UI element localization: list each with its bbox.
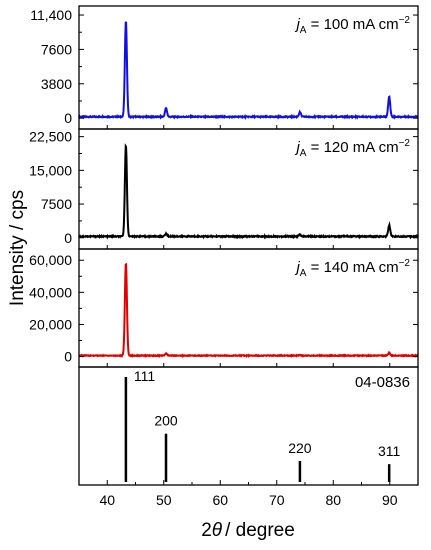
reference-card-label: 04-0836: [355, 374, 410, 391]
hkl-label: 111: [134, 368, 155, 384]
y-tick-label: 20,000: [29, 316, 72, 332]
y-tick-label: 0: [64, 230, 72, 246]
panel-2: 0 7500 15,000 22,500 jA = 120 mA cm−2: [29, 128, 419, 250]
x-tick-label: 90: [382, 492, 398, 508]
y-tick-label: 40,000: [29, 284, 72, 300]
series-line: [78, 21, 419, 120]
x-tick-label: 50: [156, 492, 172, 508]
y-tick-label: 11,400: [30, 7, 72, 23]
y-tick-label: 0: [64, 110, 72, 126]
y-tick-label: 3800: [41, 76, 72, 92]
y-tick-label: 22,500: [29, 129, 72, 145]
hkl-label: 220: [288, 440, 312, 456]
panel-label: jA = 120 mA cm−2: [294, 138, 410, 159]
panel-frame: [78, 366, 419, 486]
x-tick-label: 40: [99, 492, 115, 508]
x-axis-label: 2θ / degree: [201, 520, 295, 541]
panel-label: jA = 100 mA cm−2: [294, 15, 410, 36]
hkl-label: 200: [154, 413, 178, 429]
hkl-label: 311: [378, 443, 401, 459]
series-line: [78, 262, 419, 359]
panel-3: 0 20,000 40,000 60,000 jA = 140 mA cm−2: [29, 248, 419, 368]
y-tick-label: 7500: [41, 196, 72, 212]
series-line: [78, 143, 419, 240]
x-tick-label: 80: [325, 492, 341, 508]
panels: 0 3800 7600 11,400 jA = 100 mA cm−2 0 7500 15,0…: [29, 5, 419, 508]
panel-1: 0 3800 7600 11,400 jA = 100 mA cm−2: [30, 5, 419, 130]
x-tick-label: 60: [212, 492, 228, 508]
y-tick-label: 15,000: [29, 162, 72, 178]
y-tick-label: 0: [64, 349, 72, 365]
y-tick-label: 7600: [41, 41, 72, 57]
panel-4: 111 200 220 311 04-0836 40 50 60 70 80 90: [78, 366, 419, 508]
panel-label: jA = 140 mA cm−2: [294, 258, 410, 279]
y-tick-label: 60,000: [29, 252, 72, 268]
x-tick-label: 70: [269, 492, 285, 508]
y-axis-label: Intensity / cps: [7, 190, 28, 306]
